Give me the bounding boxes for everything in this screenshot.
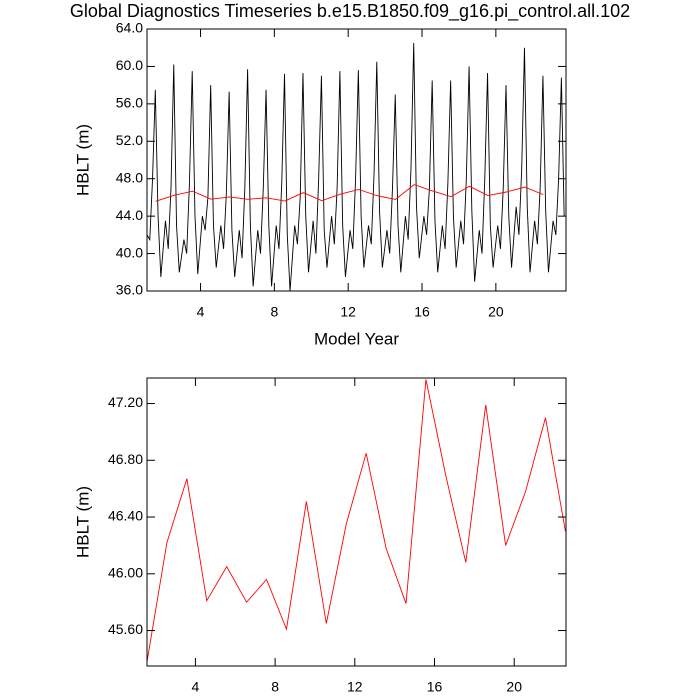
y-axis-label: HBLT (m) xyxy=(73,124,92,196)
y-tick-label: 64.0 xyxy=(116,20,143,36)
x-tick-label: 8 xyxy=(270,304,278,320)
y-tick-label: 56.0 xyxy=(116,95,143,111)
y-tick-label: 47.20 xyxy=(108,394,143,410)
y-tick-label: 44.0 xyxy=(116,207,143,223)
y-axis-label: HBLT (m) xyxy=(73,486,92,558)
y-tick-label: 48.0 xyxy=(116,169,143,185)
x-tick-label: 12 xyxy=(340,304,356,320)
y-tick-label: 46.80 xyxy=(108,451,143,467)
x-tick-label: 20 xyxy=(488,304,504,320)
plot-frame xyxy=(146,28,567,292)
data-line xyxy=(155,184,544,202)
y-tick-label: 46.40 xyxy=(108,508,143,524)
y-tick-label: 60.0 xyxy=(116,57,143,73)
y-tick-label: 45.60 xyxy=(108,621,143,637)
y-tick-label: 40.0 xyxy=(116,244,143,260)
data-line xyxy=(147,379,566,662)
x-tick-label: 4 xyxy=(192,679,200,695)
x-tick-label: 16 xyxy=(427,679,443,695)
data-line xyxy=(147,43,565,291)
chart-title: Global Diagnostics Timeseries b.e15.B185… xyxy=(70,1,630,22)
x-tick-label: 12 xyxy=(347,679,363,695)
y-tick-label: 36.0 xyxy=(116,282,143,298)
x-tick-label: 20 xyxy=(506,679,522,695)
x-tick-label: 4 xyxy=(197,304,205,320)
y-tick-label: 46.00 xyxy=(108,564,143,580)
x-tick-label: 8 xyxy=(271,679,279,695)
y-tick-label: 52.0 xyxy=(116,132,143,148)
x-axis-label: Model Year xyxy=(314,329,399,348)
x-tick-label: 16 xyxy=(414,304,430,320)
plot-frame xyxy=(146,377,567,667)
